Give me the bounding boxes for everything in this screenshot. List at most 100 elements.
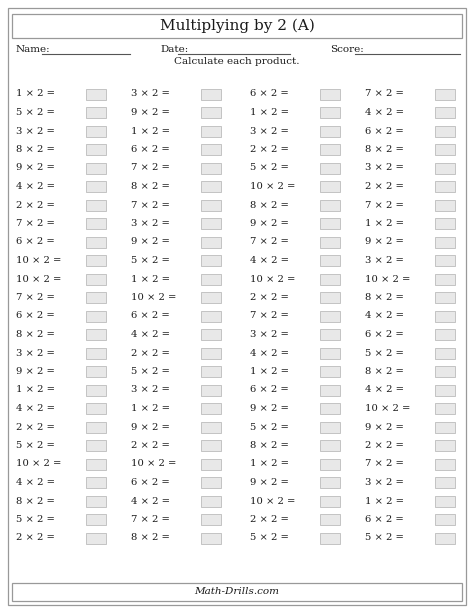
Text: 10 × 2 =: 10 × 2 = [16, 460, 61, 468]
FancyBboxPatch shape [201, 88, 221, 99]
FancyBboxPatch shape [86, 107, 106, 118]
FancyBboxPatch shape [201, 311, 221, 321]
FancyBboxPatch shape [320, 273, 340, 284]
Text: 10 × 2 =: 10 × 2 = [250, 497, 295, 506]
FancyBboxPatch shape [435, 255, 455, 266]
FancyBboxPatch shape [320, 422, 340, 433]
Text: 8 × 2 =: 8 × 2 = [16, 330, 55, 339]
FancyBboxPatch shape [435, 384, 455, 395]
FancyBboxPatch shape [86, 218, 106, 229]
FancyBboxPatch shape [320, 181, 340, 192]
Text: 9 × 2 =: 9 × 2 = [250, 478, 289, 487]
Text: 10 × 2 =: 10 × 2 = [16, 275, 61, 283]
FancyBboxPatch shape [201, 384, 221, 395]
Text: 7 × 2 =: 7 × 2 = [365, 200, 404, 210]
FancyBboxPatch shape [86, 237, 106, 248]
Text: 5 × 2 =: 5 × 2 = [250, 533, 289, 543]
FancyBboxPatch shape [320, 366, 340, 377]
FancyBboxPatch shape [435, 440, 455, 451]
FancyBboxPatch shape [435, 107, 455, 118]
FancyBboxPatch shape [435, 533, 455, 544]
Text: 6 × 2 =: 6 × 2 = [250, 386, 289, 395]
Text: 6 × 2 =: 6 × 2 = [131, 478, 170, 487]
FancyBboxPatch shape [320, 292, 340, 303]
Text: 10 × 2 =: 10 × 2 = [16, 256, 61, 265]
Text: 7 × 2 =: 7 × 2 = [250, 237, 289, 246]
FancyBboxPatch shape [320, 218, 340, 229]
FancyBboxPatch shape [201, 255, 221, 266]
Text: Score:: Score: [330, 45, 364, 55]
Text: 5 × 2 =: 5 × 2 = [250, 164, 289, 172]
FancyBboxPatch shape [86, 495, 106, 506]
FancyBboxPatch shape [435, 477, 455, 488]
FancyBboxPatch shape [320, 477, 340, 488]
Text: 9 × 2 =: 9 × 2 = [16, 164, 55, 172]
Text: 4 × 2 =: 4 × 2 = [365, 108, 404, 117]
Text: 9 × 2 =: 9 × 2 = [250, 404, 289, 413]
FancyBboxPatch shape [320, 144, 340, 155]
Text: 3 × 2 =: 3 × 2 = [131, 386, 170, 395]
FancyBboxPatch shape [201, 403, 221, 414]
FancyBboxPatch shape [435, 403, 455, 414]
FancyBboxPatch shape [435, 348, 455, 359]
FancyBboxPatch shape [435, 273, 455, 284]
Text: 6 × 2 =: 6 × 2 = [365, 515, 404, 524]
Text: 7 × 2 =: 7 × 2 = [365, 89, 404, 99]
Text: 8 × 2 =: 8 × 2 = [131, 533, 170, 543]
FancyBboxPatch shape [320, 459, 340, 470]
Text: 10 × 2 =: 10 × 2 = [131, 293, 176, 302]
Text: 4 × 2 =: 4 × 2 = [131, 330, 170, 339]
FancyBboxPatch shape [201, 459, 221, 470]
Text: 4 × 2 =: 4 × 2 = [16, 404, 55, 413]
Text: 9 × 2 =: 9 × 2 = [16, 367, 55, 376]
Text: 8 × 2 =: 8 × 2 = [250, 200, 289, 210]
FancyBboxPatch shape [435, 495, 455, 506]
FancyBboxPatch shape [201, 533, 221, 544]
FancyBboxPatch shape [435, 144, 455, 155]
FancyBboxPatch shape [86, 126, 106, 137]
Text: 1 × 2 =: 1 × 2 = [131, 126, 170, 135]
FancyBboxPatch shape [201, 126, 221, 137]
FancyBboxPatch shape [86, 533, 106, 544]
FancyBboxPatch shape [201, 218, 221, 229]
Text: 2 × 2 =: 2 × 2 = [16, 533, 55, 543]
Text: 3 × 2 =: 3 × 2 = [365, 478, 404, 487]
Text: 8 × 2 =: 8 × 2 = [365, 145, 404, 154]
FancyBboxPatch shape [201, 292, 221, 303]
FancyBboxPatch shape [86, 348, 106, 359]
FancyBboxPatch shape [201, 144, 221, 155]
Text: 2 × 2 =: 2 × 2 = [131, 349, 170, 357]
Text: 6 × 2 =: 6 × 2 = [16, 311, 55, 321]
Text: 3 × 2 =: 3 × 2 = [16, 349, 55, 357]
Text: 5 × 2 =: 5 × 2 = [16, 441, 55, 450]
FancyBboxPatch shape [435, 329, 455, 340]
Text: 2 × 2 =: 2 × 2 = [250, 145, 289, 154]
FancyBboxPatch shape [435, 199, 455, 210]
FancyBboxPatch shape [201, 329, 221, 340]
Text: 1 × 2 =: 1 × 2 = [365, 497, 404, 506]
Text: 2 × 2 =: 2 × 2 = [250, 515, 289, 524]
FancyBboxPatch shape [201, 440, 221, 451]
Text: 6 × 2 =: 6 × 2 = [131, 311, 170, 321]
FancyBboxPatch shape [201, 181, 221, 192]
Text: 4 × 2 =: 4 × 2 = [131, 497, 170, 506]
FancyBboxPatch shape [86, 273, 106, 284]
FancyBboxPatch shape [201, 107, 221, 118]
Text: 3 × 2 =: 3 × 2 = [365, 256, 404, 265]
FancyBboxPatch shape [86, 384, 106, 395]
Text: Name:: Name: [16, 45, 51, 55]
FancyBboxPatch shape [201, 477, 221, 488]
Text: 10 × 2 =: 10 × 2 = [131, 460, 176, 468]
Text: 1 × 2 =: 1 × 2 = [365, 219, 404, 228]
FancyBboxPatch shape [320, 237, 340, 248]
FancyBboxPatch shape [201, 199, 221, 210]
Text: 5 × 2 =: 5 × 2 = [250, 422, 289, 432]
FancyBboxPatch shape [320, 126, 340, 137]
Text: 9 × 2 =: 9 × 2 = [365, 237, 404, 246]
Text: 4 × 2 =: 4 × 2 = [365, 311, 404, 321]
Text: 5 × 2 =: 5 × 2 = [16, 108, 55, 117]
Text: 4 × 2 =: 4 × 2 = [250, 256, 289, 265]
Text: 7 × 2 =: 7 × 2 = [16, 293, 55, 302]
Text: 10 × 2 =: 10 × 2 = [365, 275, 410, 283]
Text: 6 × 2 =: 6 × 2 = [365, 126, 404, 135]
